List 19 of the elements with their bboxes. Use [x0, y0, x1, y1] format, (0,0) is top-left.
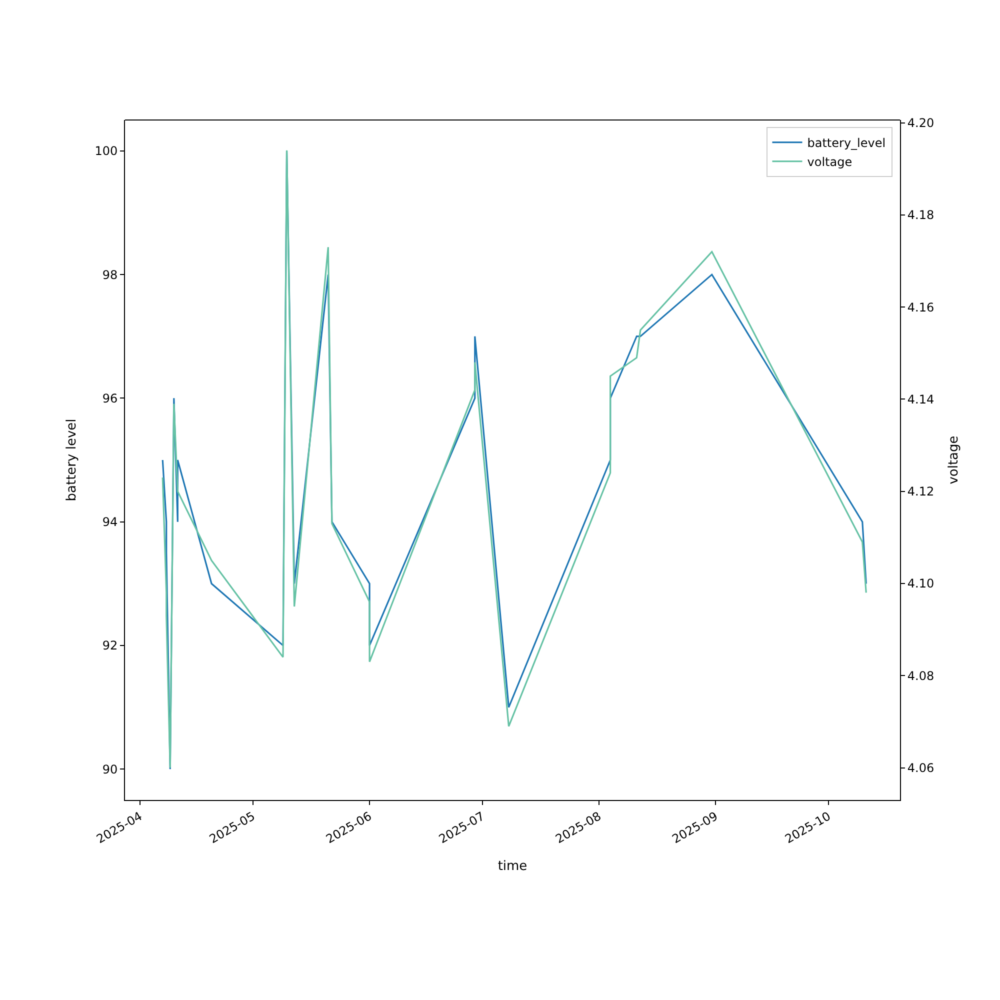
- y2-tick-label: 4.14: [907, 392, 934, 406]
- y2-tick-label: 4.06: [907, 760, 934, 775]
- y-tick-label: 96: [102, 391, 118, 406]
- y-tick-label: 90: [102, 762, 118, 776]
- y2-tick-label: 4.10: [907, 576, 934, 591]
- legend-label: battery_level: [807, 136, 886, 150]
- y2-tick-label: 4.20: [907, 116, 934, 130]
- y2-tick-label: 4.16: [907, 300, 934, 314]
- y-tick-label: 98: [102, 268, 118, 282]
- y-tick-label: 94: [102, 515, 118, 530]
- y2-tick-label: 4.18: [907, 208, 934, 222]
- y-tick-label: 92: [102, 638, 118, 653]
- y-axis-title: battery level: [64, 418, 80, 502]
- x-axis-title: time: [498, 858, 528, 874]
- y2-tick-label: 4.08: [907, 668, 934, 683]
- legend-label: voltage: [807, 154, 852, 169]
- y2-tick-label: 4.12: [907, 484, 934, 499]
- y-tick-label: 100: [94, 144, 118, 158]
- y2-axis-title: voltage: [946, 436, 962, 484]
